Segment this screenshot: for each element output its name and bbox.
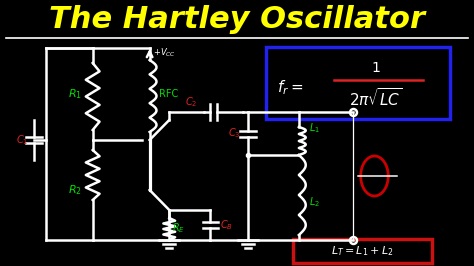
Text: RFC: RFC: [159, 89, 179, 99]
Text: $C_2$: $C_2$: [185, 95, 197, 109]
Text: $C_1$: $C_1$: [16, 133, 28, 147]
FancyBboxPatch shape: [293, 239, 432, 263]
Text: The Hartley Oscillator: The Hartley Oscillator: [49, 5, 425, 34]
Text: $L_1$: $L_1$: [309, 121, 319, 135]
Text: $f_r =$: $f_r =$: [277, 79, 303, 97]
Text: $L_T = L_1 + L_2$: $L_T = L_1 + L_2$: [331, 244, 394, 258]
Text: $2\pi\sqrt{LC}$: $2\pi\sqrt{LC}$: [349, 87, 402, 109]
Text: $L_2$: $L_2$: [309, 195, 319, 209]
FancyBboxPatch shape: [266, 47, 450, 119]
Text: $+V_{CC}$: $+V_{CC}$: [153, 47, 175, 59]
Text: $C_3$: $C_3$: [228, 126, 240, 140]
Text: 1: 1: [371, 61, 380, 75]
Text: $R_1$: $R_1$: [68, 87, 82, 101]
Text: $C_B$: $C_B$: [220, 218, 233, 232]
Text: $R_E$: $R_E$: [172, 221, 185, 235]
Text: $R_2$: $R_2$: [68, 183, 82, 197]
